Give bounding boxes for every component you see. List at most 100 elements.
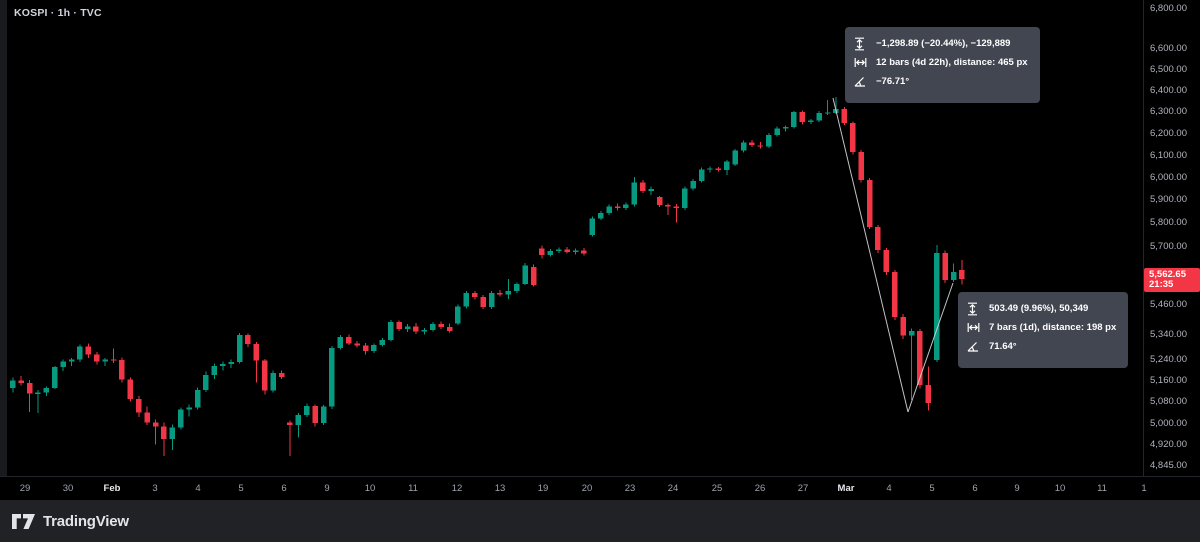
candle-body[interactable] (43, 387, 50, 393)
candle-body[interactable] (446, 326, 453, 331)
candle-body[interactable] (52, 367, 58, 388)
candle-body[interactable] (698, 169, 705, 181)
candle-body[interactable] (539, 248, 545, 255)
candle-body[interactable] (85, 346, 92, 355)
candle-body[interactable] (77, 346, 83, 360)
candle-body[interactable] (110, 359, 117, 361)
candle-body[interactable] (522, 265, 528, 284)
candle-body[interactable] (404, 326, 411, 329)
candle-body[interactable] (581, 250, 587, 254)
time-axis[interactable]: 29 30 Feb 3 4 5 6 9 10 11 12 13 19 20 23 24 25 26 27 Mar 4 5 6… (0, 476, 1200, 500)
candle-body[interactable] (757, 145, 764, 147)
candle-body[interactable] (178, 409, 184, 428)
candle-body[interactable] (934, 253, 940, 360)
candle-body[interactable] (438, 323, 444, 327)
candle-body[interactable] (925, 384, 932, 403)
candle-body[interactable] (732, 150, 738, 165)
candle-body[interactable] (337, 336, 344, 348)
candle-body[interactable] (60, 361, 66, 368)
candle-body[interactable] (119, 359, 125, 380)
candle-body[interactable] (740, 142, 747, 151)
candle-body[interactable] (917, 330, 923, 385)
candle-body[interactable] (824, 112, 831, 114)
candle-body[interactable] (26, 383, 33, 394)
candle-body[interactable] (707, 168, 713, 170)
candle-body[interactable] (253, 344, 260, 361)
candle-body[interactable] (766, 134, 772, 147)
candle-body[interactable] (127, 379, 134, 400)
candle-body[interactable] (480, 297, 486, 307)
candle-body[interactable] (908, 330, 915, 336)
candle-body[interactable] (68, 359, 75, 362)
candle-body[interactable] (194, 389, 201, 408)
candle-body[interactable] (169, 427, 176, 439)
candle-body[interactable] (362, 345, 369, 352)
tradingview-logo[interactable]: TradingView (12, 513, 129, 530)
candle-body[interactable] (388, 321, 394, 340)
candle-body[interactable] (94, 354, 100, 362)
candle-body[interactable] (186, 407, 192, 410)
candle-body[interactable] (262, 360, 268, 391)
candle-body[interactable] (236, 335, 243, 362)
candle-body[interactable] (379, 339, 386, 345)
candle-body[interactable] (673, 206, 680, 209)
candle-body[interactable] (304, 405, 310, 415)
candle-body[interactable] (883, 250, 890, 272)
candle-body[interactable] (530, 266, 537, 285)
candle-body[interactable] (10, 380, 16, 388)
candle-body[interactable] (455, 306, 461, 324)
candle-body[interactable] (329, 347, 335, 407)
candle-body[interactable] (656, 197, 663, 206)
candle-body[interactable] (715, 168, 722, 170)
candle-body[interactable] (850, 122, 856, 152)
candle-body[interactable] (690, 180, 696, 189)
candle-body[interactable] (589, 218, 596, 236)
candlestick-plot[interactable] (0, 0, 1143, 476)
candle-body[interactable] (152, 422, 159, 427)
candle-body[interactable] (463, 292, 470, 307)
candle-body[interactable] (320, 406, 327, 424)
candle-body[interactable] (875, 226, 881, 250)
symbol-legend[interactable]: KOSPI · 1h · TVC (14, 7, 102, 19)
candle-body[interactable] (858, 151, 864, 180)
candle-body[interactable] (782, 127, 789, 129)
candle-body[interactable] (413, 326, 419, 332)
candle-body[interactable] (35, 392, 41, 394)
candle-body[interactable] (211, 365, 218, 375)
candle-body[interactable] (287, 422, 293, 426)
candle-body[interactable] (950, 272, 957, 280)
candle-body[interactable] (564, 249, 570, 252)
candle-body[interactable] (724, 161, 730, 171)
candle-body[interactable] (270, 372, 276, 391)
candle-body[interactable] (598, 213, 604, 219)
candle-body[interactable] (497, 292, 503, 295)
candle-body[interactable] (799, 112, 806, 123)
candle-body[interactable] (614, 206, 621, 209)
measure-line[interactable] (907, 282, 954, 413)
candle-body[interactable] (866, 179, 873, 227)
candle-body[interactable] (144, 412, 150, 423)
candle-body[interactable] (346, 336, 352, 344)
candle-body[interactable] (295, 415, 302, 426)
candle-body[interactable] (136, 399, 142, 413)
candle-body[interactable] (774, 128, 780, 135)
candle-body[interactable] (161, 426, 167, 439)
candle-body[interactable] (488, 292, 495, 307)
candle-body[interactable] (682, 188, 688, 209)
candle-body[interactable] (228, 361, 234, 364)
candle-body[interactable] (892, 272, 898, 317)
candle-body[interactable] (623, 204, 629, 209)
candle-body[interactable] (371, 345, 377, 352)
candle-body[interactable] (421, 329, 428, 332)
candle-body[interactable] (312, 405, 318, 423)
candle-body[interactable] (556, 249, 562, 252)
measure-line[interactable] (832, 97, 909, 413)
candle-body[interactable] (18, 380, 24, 384)
candle-body[interactable] (430, 323, 436, 330)
candle-body[interactable] (665, 205, 671, 207)
candle-body[interactable] (900, 316, 906, 336)
candle-body[interactable] (547, 251, 554, 255)
candle-body[interactable] (959, 270, 965, 279)
candle-body[interactable] (505, 291, 512, 295)
candle-body[interactable] (942, 253, 948, 280)
